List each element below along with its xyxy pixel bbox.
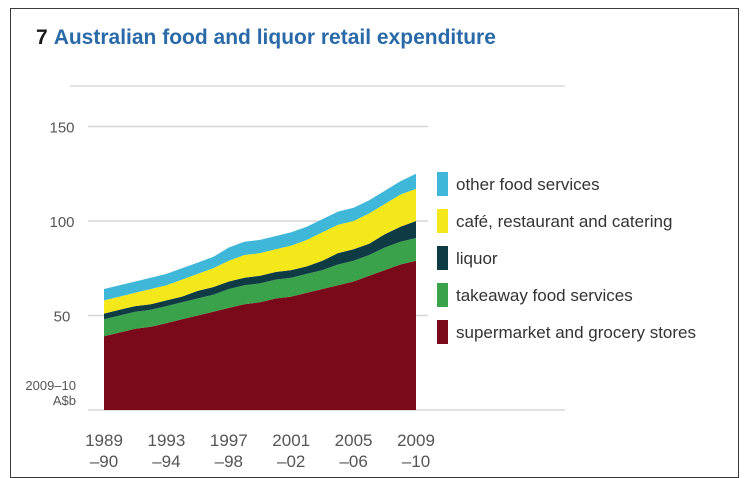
area-series-4	[104, 173, 416, 301]
legend-label-4: supermarket and grocery stores	[456, 323, 696, 342]
y-tick-label-50: 50	[54, 309, 71, 326]
legend-swatch-4	[437, 320, 448, 344]
x-tick-label-2001: 2001	[272, 431, 310, 450]
y-tick-label-100: 100	[49, 214, 74, 231]
legend-label-0: other food services	[456, 175, 600, 194]
x-tick-label-1993: 1993	[147, 431, 185, 450]
area-series-1	[104, 238, 416, 337]
x-tick-sublabel-2009: –10	[402, 452, 430, 471]
area-series-3	[104, 188, 416, 314]
legend-swatch-2	[437, 246, 448, 270]
legend-label-3: takeaway food services	[456, 286, 633, 305]
legend-swatch-1	[437, 209, 448, 233]
legend-swatch-3	[437, 283, 448, 307]
chart-title: 7 Australian food and liquor retail expen…	[36, 26, 496, 50]
y-axis-unit-line1: 2009–10	[25, 378, 76, 393]
figure-number: 7	[36, 26, 48, 49]
x-tick-label-1997: 1997	[210, 431, 248, 450]
legend-label-1: café, restaurant and catering	[456, 212, 672, 231]
area-series-0	[104, 260, 416, 410]
legend-label-2: liquor	[456, 249, 498, 268]
figure-title: Australian food and liquor retail expend…	[53, 26, 496, 49]
y-axis-unit-line2: A$b	[53, 393, 76, 408]
x-tick-sublabel-1993: –94	[152, 452, 180, 471]
y-tick-label-150: 150	[49, 120, 74, 137]
x-tick-label-1989: 1989	[85, 431, 123, 450]
area-series-2	[104, 221, 416, 320]
x-tick-label-2005: 2005	[335, 431, 373, 450]
legend-swatch-0	[437, 172, 448, 196]
x-tick-sublabel-1989: –90	[90, 452, 118, 471]
x-tick-sublabel-2005: –06	[339, 452, 367, 471]
x-tick-sublabel-2001: –02	[277, 452, 305, 471]
x-tick-label-2009: 2009	[397, 431, 435, 450]
x-tick-sublabel-1997: –98	[215, 452, 243, 471]
